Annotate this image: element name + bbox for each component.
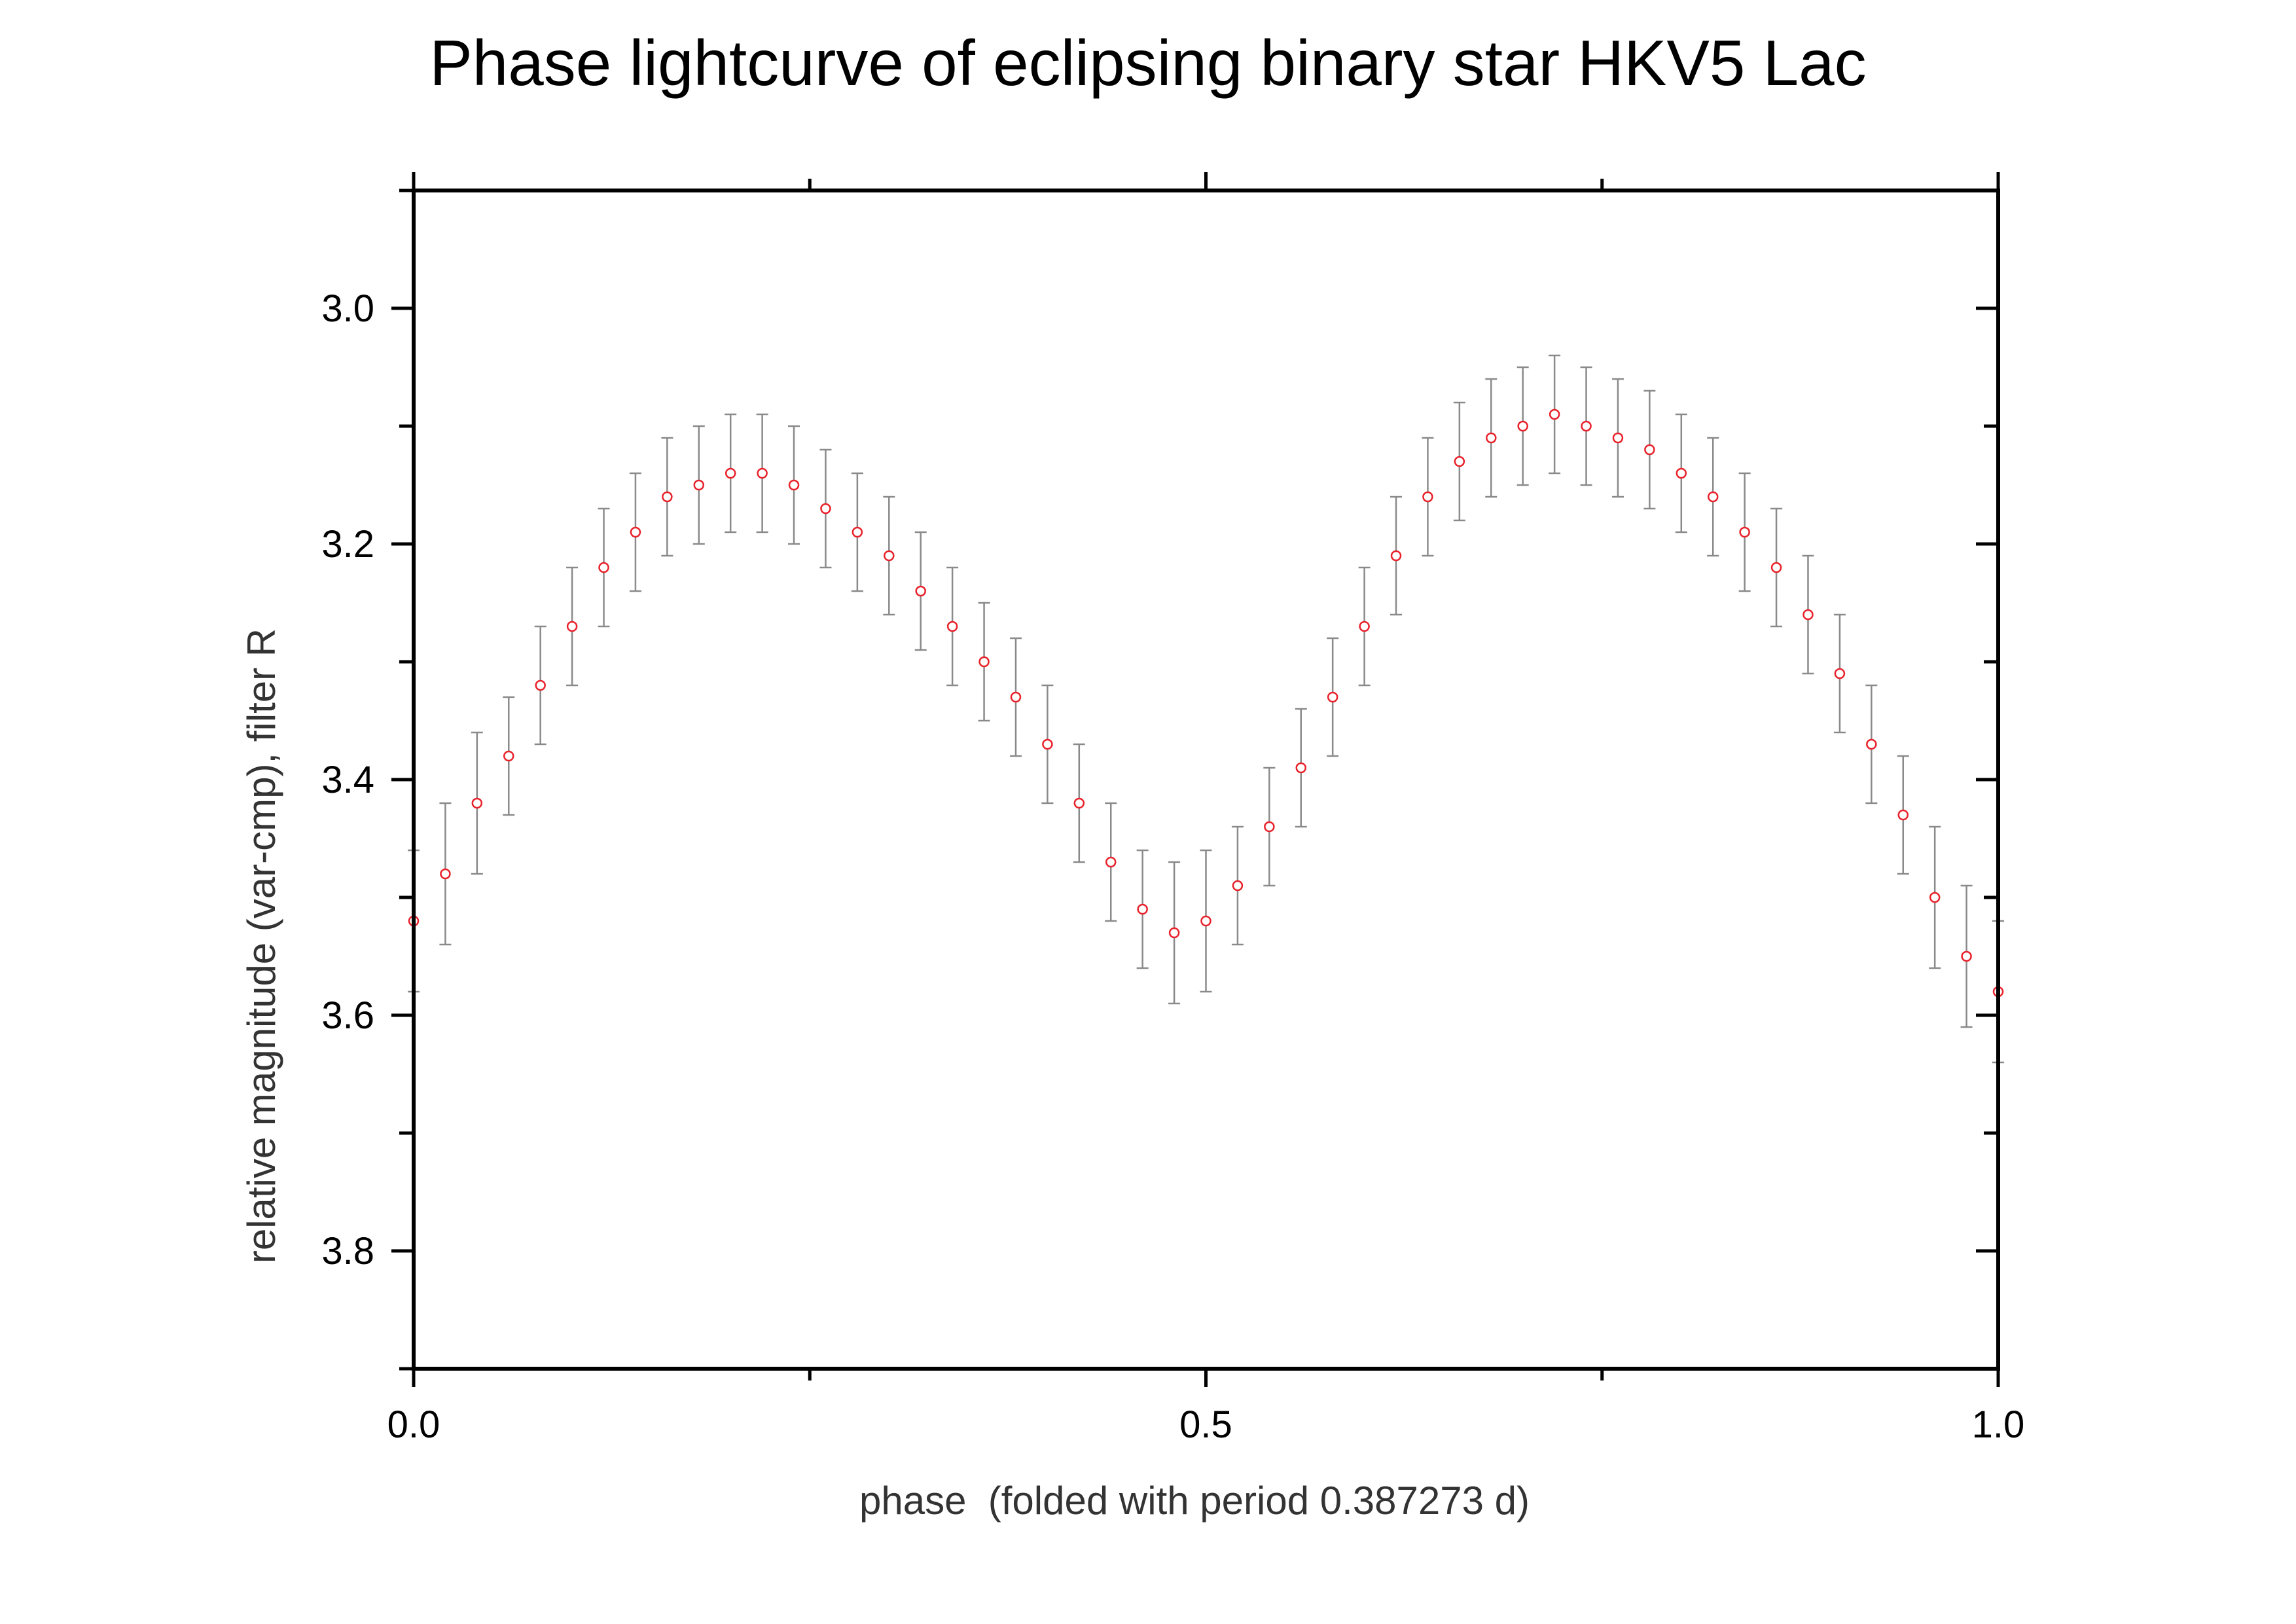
data-point bbox=[725, 467, 736, 479]
data-point bbox=[693, 479, 705, 491]
data-point bbox=[1137, 903, 1148, 915]
data-point bbox=[1168, 927, 1180, 939]
data-point bbox=[946, 621, 958, 632]
data-point bbox=[662, 491, 673, 503]
x-tick-label: 0.5 bbox=[1179, 1403, 1232, 1446]
data-point bbox=[1676, 467, 1687, 479]
data-point bbox=[1010, 691, 1022, 703]
data-point bbox=[1042, 738, 1053, 750]
data-point bbox=[978, 656, 990, 668]
data-point bbox=[471, 797, 483, 809]
plot-frame bbox=[412, 189, 2000, 1371]
data-point bbox=[1644, 444, 1655, 456]
data-point bbox=[1549, 408, 1560, 420]
data-point bbox=[598, 562, 609, 573]
data-point bbox=[566, 621, 578, 632]
y-tick-label: 3.8 bbox=[321, 1230, 374, 1272]
data-point bbox=[1232, 880, 1244, 892]
y-tick-label: 3.4 bbox=[321, 759, 374, 801]
data-points bbox=[408, 408, 2004, 998]
data-point bbox=[630, 526, 641, 538]
chart-title: Phase lightcurve of eclipsing binary sta… bbox=[429, 27, 1867, 99]
data-point bbox=[788, 479, 800, 491]
data-point bbox=[1517, 420, 1528, 432]
x-axis-label: phase (folded with period 0.387273 d) bbox=[859, 1479, 1530, 1523]
data-point bbox=[884, 550, 895, 562]
data-point bbox=[915, 585, 926, 597]
data-point bbox=[1739, 526, 1750, 538]
data-point bbox=[1834, 668, 1846, 679]
data-point bbox=[1264, 821, 1275, 833]
y-axis-label: relative magnitude (var-cmp), filter R bbox=[240, 628, 283, 1264]
y-tick-label: 3.0 bbox=[321, 287, 374, 330]
data-point bbox=[1390, 550, 1402, 562]
data-point bbox=[535, 679, 546, 691]
data-point bbox=[1073, 797, 1085, 809]
data-point bbox=[503, 750, 514, 762]
data-point bbox=[1327, 691, 1338, 703]
data-point bbox=[1707, 491, 1719, 503]
data-point bbox=[1105, 856, 1117, 868]
y-tick-label: 3.2 bbox=[321, 523, 374, 566]
data-point bbox=[1200, 915, 1211, 927]
data-point bbox=[1486, 432, 1497, 444]
data-point bbox=[820, 503, 831, 514]
data-point bbox=[1770, 562, 1782, 573]
tick-labels: 0.0 0.5 1.0 3.0 3.2 3.4 3.6 3.8 bbox=[321, 287, 2024, 1446]
data-point bbox=[1803, 609, 1814, 621]
data-point bbox=[757, 467, 768, 479]
data-point bbox=[1961, 950, 1972, 962]
y-tick-label: 3.6 bbox=[321, 994, 374, 1037]
data-point bbox=[1581, 420, 1592, 432]
data-point bbox=[1359, 621, 1370, 632]
data-point bbox=[440, 868, 451, 880]
data-point bbox=[1612, 432, 1624, 444]
data-point bbox=[1422, 491, 1433, 503]
error-bars bbox=[408, 354, 2004, 1064]
x-tick-label: 0.0 bbox=[387, 1403, 440, 1446]
data-point bbox=[1295, 762, 1307, 774]
data-point bbox=[1897, 809, 1909, 821]
data-point bbox=[1454, 456, 1465, 467]
axis-ticks bbox=[391, 172, 2000, 1387]
data-point bbox=[1866, 738, 1877, 750]
x-tick-label: 1.0 bbox=[1972, 1403, 2025, 1446]
data-point bbox=[1929, 892, 1941, 903]
data-point bbox=[852, 526, 863, 538]
